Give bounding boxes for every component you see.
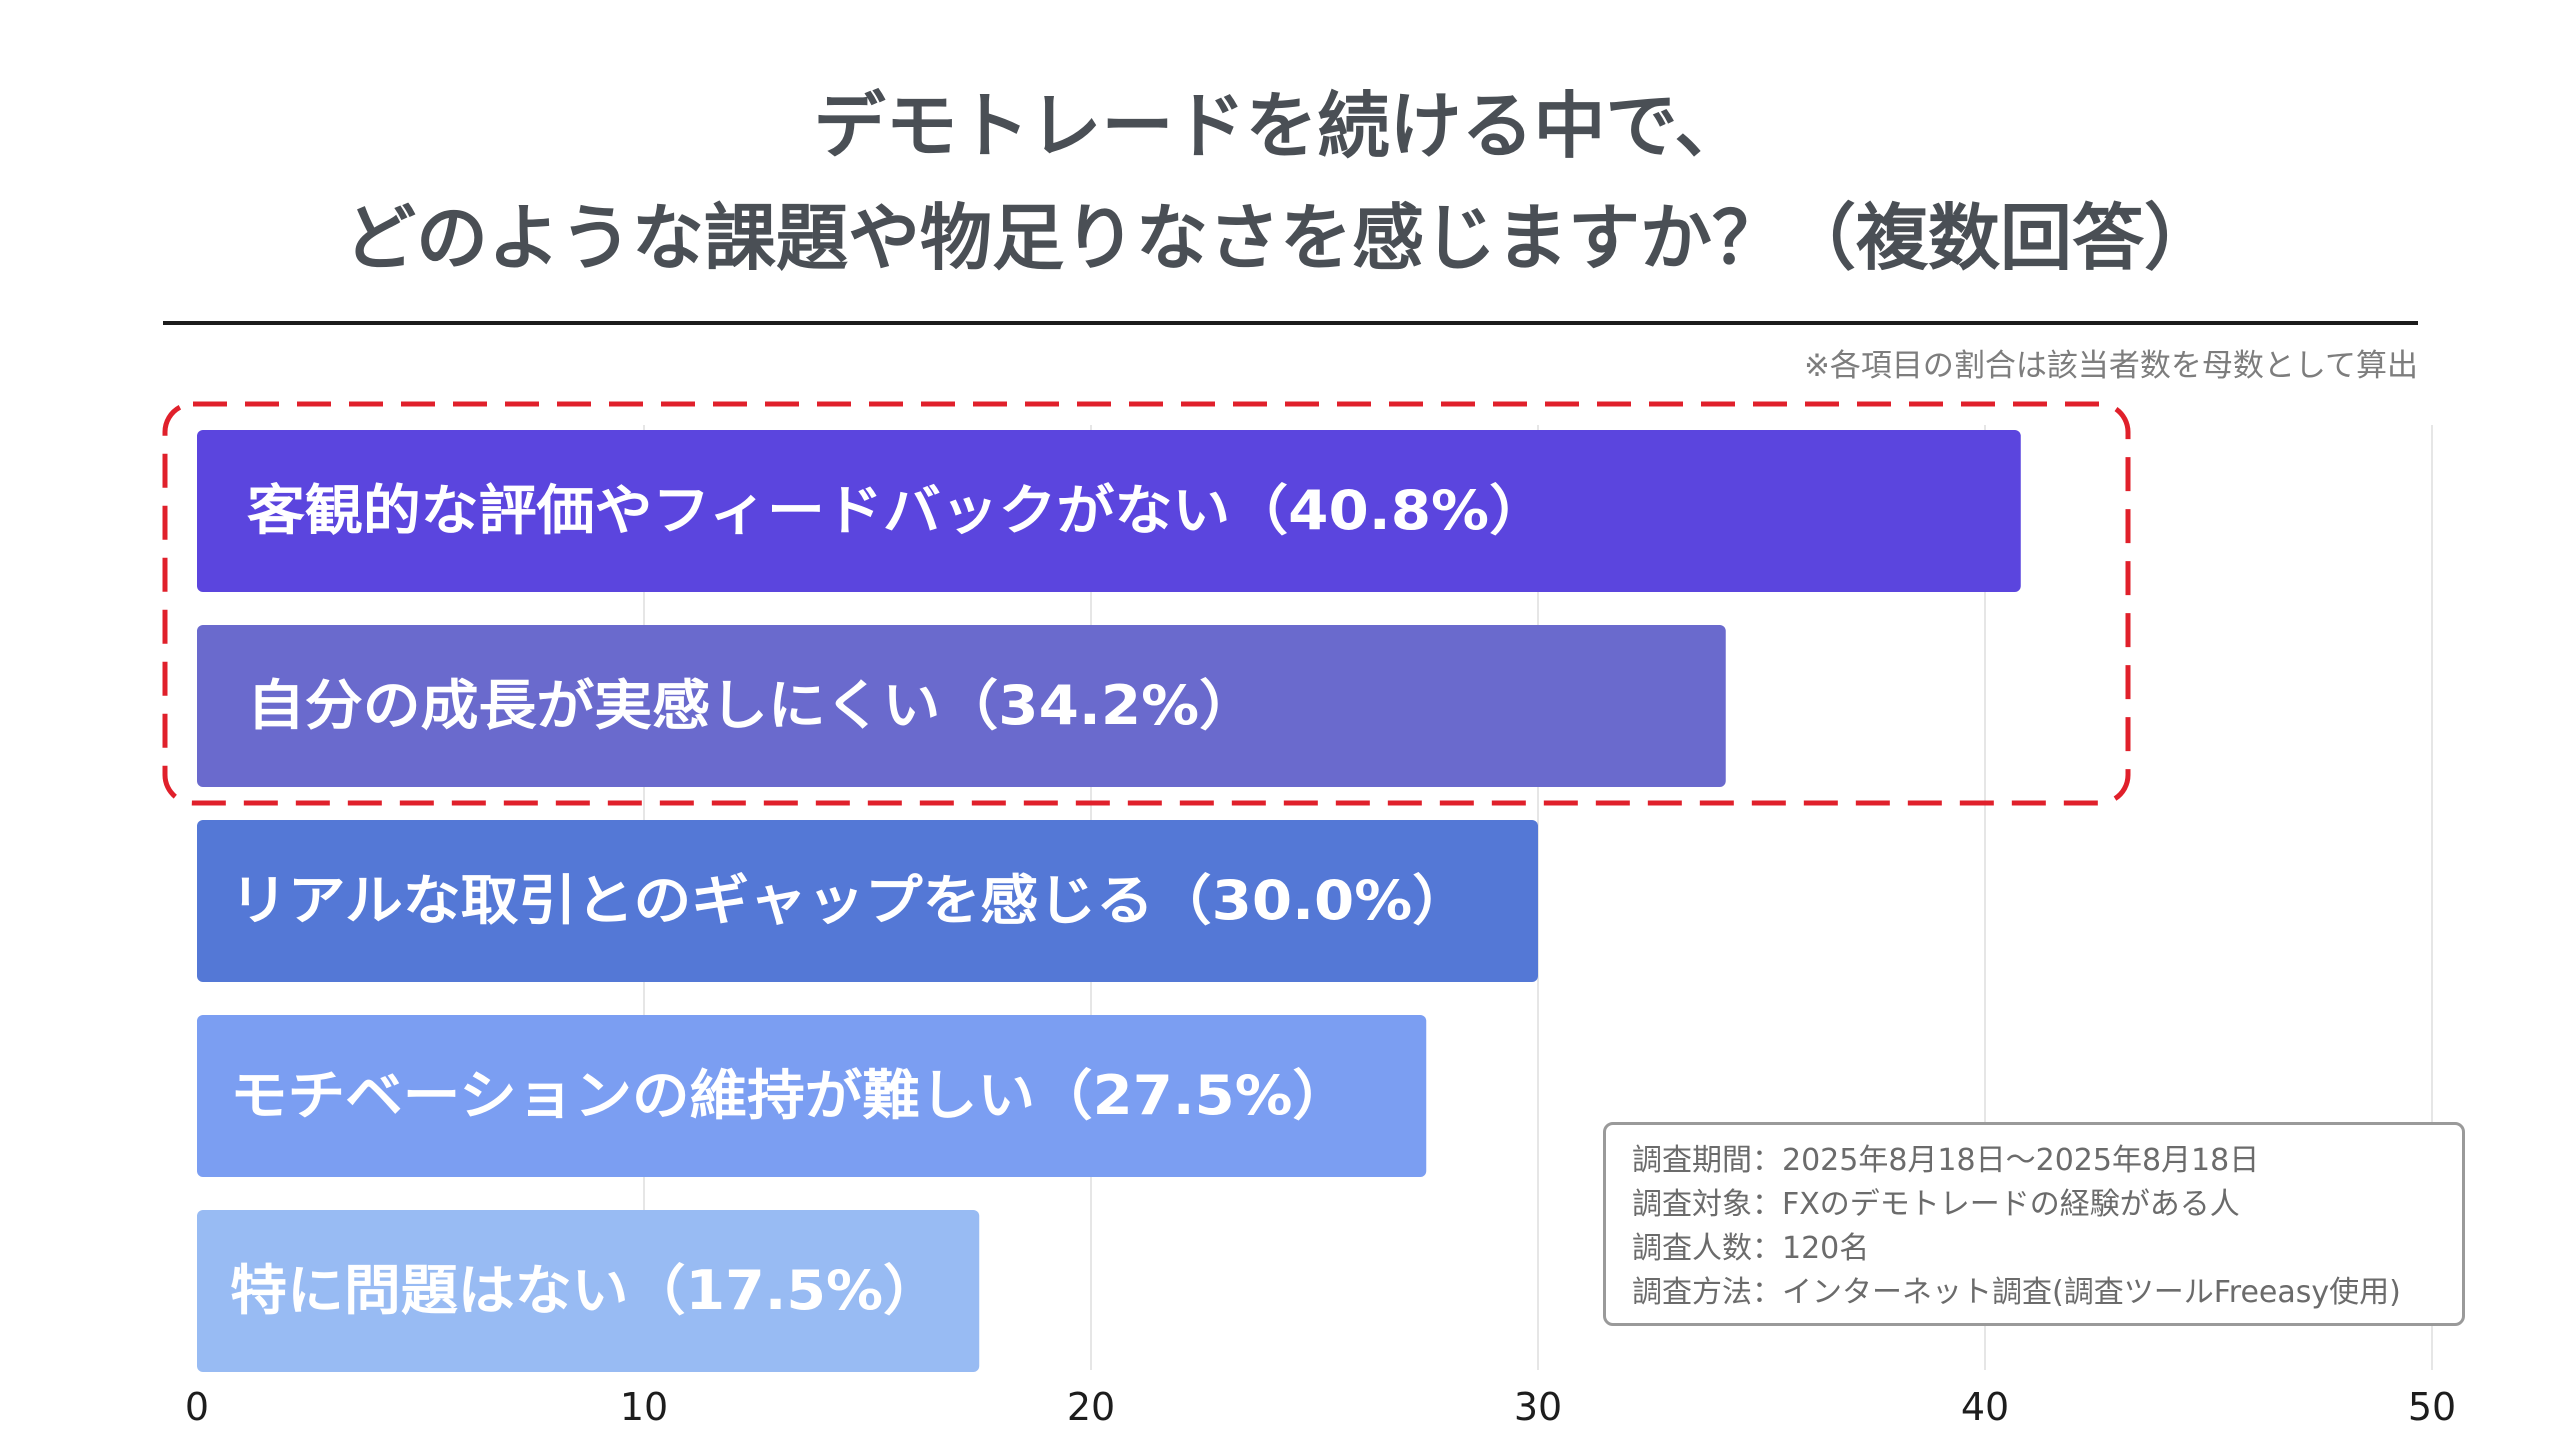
x-tick-label: 10 [620, 1385, 668, 1429]
chart-title: デモトレードを続ける中で、 どのような課題や物足りなさを感じますか？（複数回答） [0, 70, 2560, 294]
bar [197, 430, 2021, 592]
survey-info-box: 調査期間：2025年8月18日〜2025年8月18日 調査対象：FXのデモトレー… [1603, 1122, 2465, 1326]
bar [197, 1210, 980, 1372]
bar-label: 特に問題はない（17.5%） [230, 1259, 940, 1322]
tick-layer: 0 10 20 30 40 50 [185, 1385, 2456, 1429]
x-tick-label: 30 [1514, 1385, 1562, 1429]
bar [197, 820, 1538, 982]
survey-count: 調査人数：120名 [1632, 1231, 1870, 1266]
chart-note: ※各項目の割合は該当者数を母数として算出 [1803, 348, 2418, 384]
x-tick-label: 40 [1961, 1385, 2009, 1429]
bar [197, 625, 1726, 787]
survey-target: 調査対象：FXのデモトレードの経験がある人 [1632, 1187, 2240, 1222]
x-tick-label: 0 [185, 1385, 209, 1429]
highlight-frame [162, 401, 2131, 806]
chart-title-line-2: どのような課題や物足りなさを感じますか？（複数回答） [343, 196, 2216, 280]
bar-layer [197, 430, 2021, 1372]
x-tick-label: 50 [2408, 1385, 2456, 1429]
chart-title-line-1: デモトレードを続ける中で、 [813, 84, 1747, 168]
bar-label: 客観的な評価やフィードバックがない（40.8%） [247, 479, 1547, 542]
survey-method: 調査方法：インターネット調査(調査ツールFreeasy使用) [1632, 1275, 2401, 1310]
label-layer: 客観的な評価やフィードバックがない（40.8%） 自分の成長が実感しにくい（34.… [230, 479, 1547, 1322]
survey-period: 調査期間：2025年8月18日〜2025年8月18日 [1632, 1143, 2260, 1178]
bar-label: リアルな取引とのギャップを感じる（30.0%） [230, 869, 1470, 932]
bar-label: 自分の成長が実感しにくい（34.2%） [247, 674, 1257, 737]
title-divider [163, 321, 2418, 325]
bar [197, 1015, 1427, 1177]
bar-label: モチベーションの維持が難しい（27.5%） [230, 1064, 1350, 1127]
x-tick-label: 20 [1067, 1385, 1115, 1429]
highlight-layer [162, 401, 2131, 806]
